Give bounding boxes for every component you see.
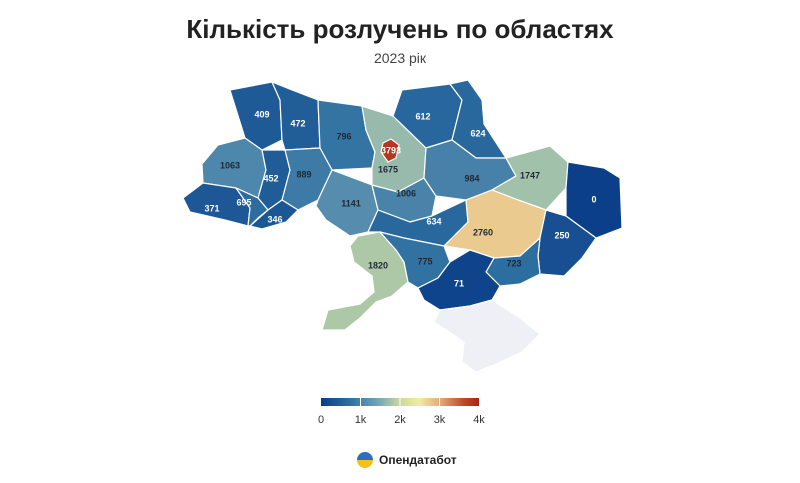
legend-tick-label: 4k — [473, 414, 485, 426]
region-value-label: 612 — [415, 111, 430, 121]
region-value-label: 889 — [296, 169, 311, 179]
region-4[interactable] — [380, 138, 400, 163]
page-subtitle: 2023 рік — [373, 50, 427, 66]
opendatabot-logo-icon — [357, 452, 373, 468]
region-value-label: 723 — [506, 258, 521, 268]
region-25[interactable] — [433, 299, 541, 373]
region-value-label: 346 — [267, 214, 282, 224]
region-value-label: 624 — [470, 128, 485, 138]
region-value-label: 371 — [204, 203, 219, 213]
legend-tick-label: 2k — [394, 414, 406, 426]
region-value-label: 250 — [554, 230, 569, 240]
region-value-label: 1006 — [396, 188, 416, 198]
region-value-label: 1820 — [368, 260, 388, 270]
region-value-label: 695 — [236, 197, 251, 207]
region-value-label: 775 — [417, 256, 432, 266]
region-value-label: 1063 — [220, 160, 240, 170]
region-value-label: 2760 — [473, 227, 493, 237]
page-title: Кількість розлучень по областях — [186, 14, 614, 44]
region-value-label: 409 — [254, 109, 269, 119]
region-value-label: 796 — [336, 131, 351, 141]
region-value-label: 1747 — [520, 170, 540, 180]
region-value-label: 3793 — [381, 145, 401, 155]
region-value-label: 1141 — [341, 198, 361, 208]
region-value-label: 472 — [290, 118, 305, 128]
brand-name: Опендатабот — [379, 453, 457, 467]
legend-tick-label: 1k — [354, 414, 367, 426]
region-17[interactable] — [565, 161, 623, 239]
region-9[interactable] — [281, 147, 333, 211]
legend-tick-label: 0 — [317, 414, 325, 426]
legend-tick-label: 3k — [433, 414, 446, 426]
region-value-label: 452 — [263, 173, 278, 183]
region-value-label: 1675 — [378, 164, 398, 174]
region-value-label: 0 — [591, 194, 596, 204]
region-value-label: 634 — [426, 216, 441, 226]
brand: Опендатабот — [356, 451, 457, 469]
region-24[interactable] — [417, 249, 501, 311]
region-value-label: 71 — [454, 278, 464, 288]
region-12[interactable] — [249, 199, 299, 230]
region-value-label: 984 — [464, 173, 479, 183]
